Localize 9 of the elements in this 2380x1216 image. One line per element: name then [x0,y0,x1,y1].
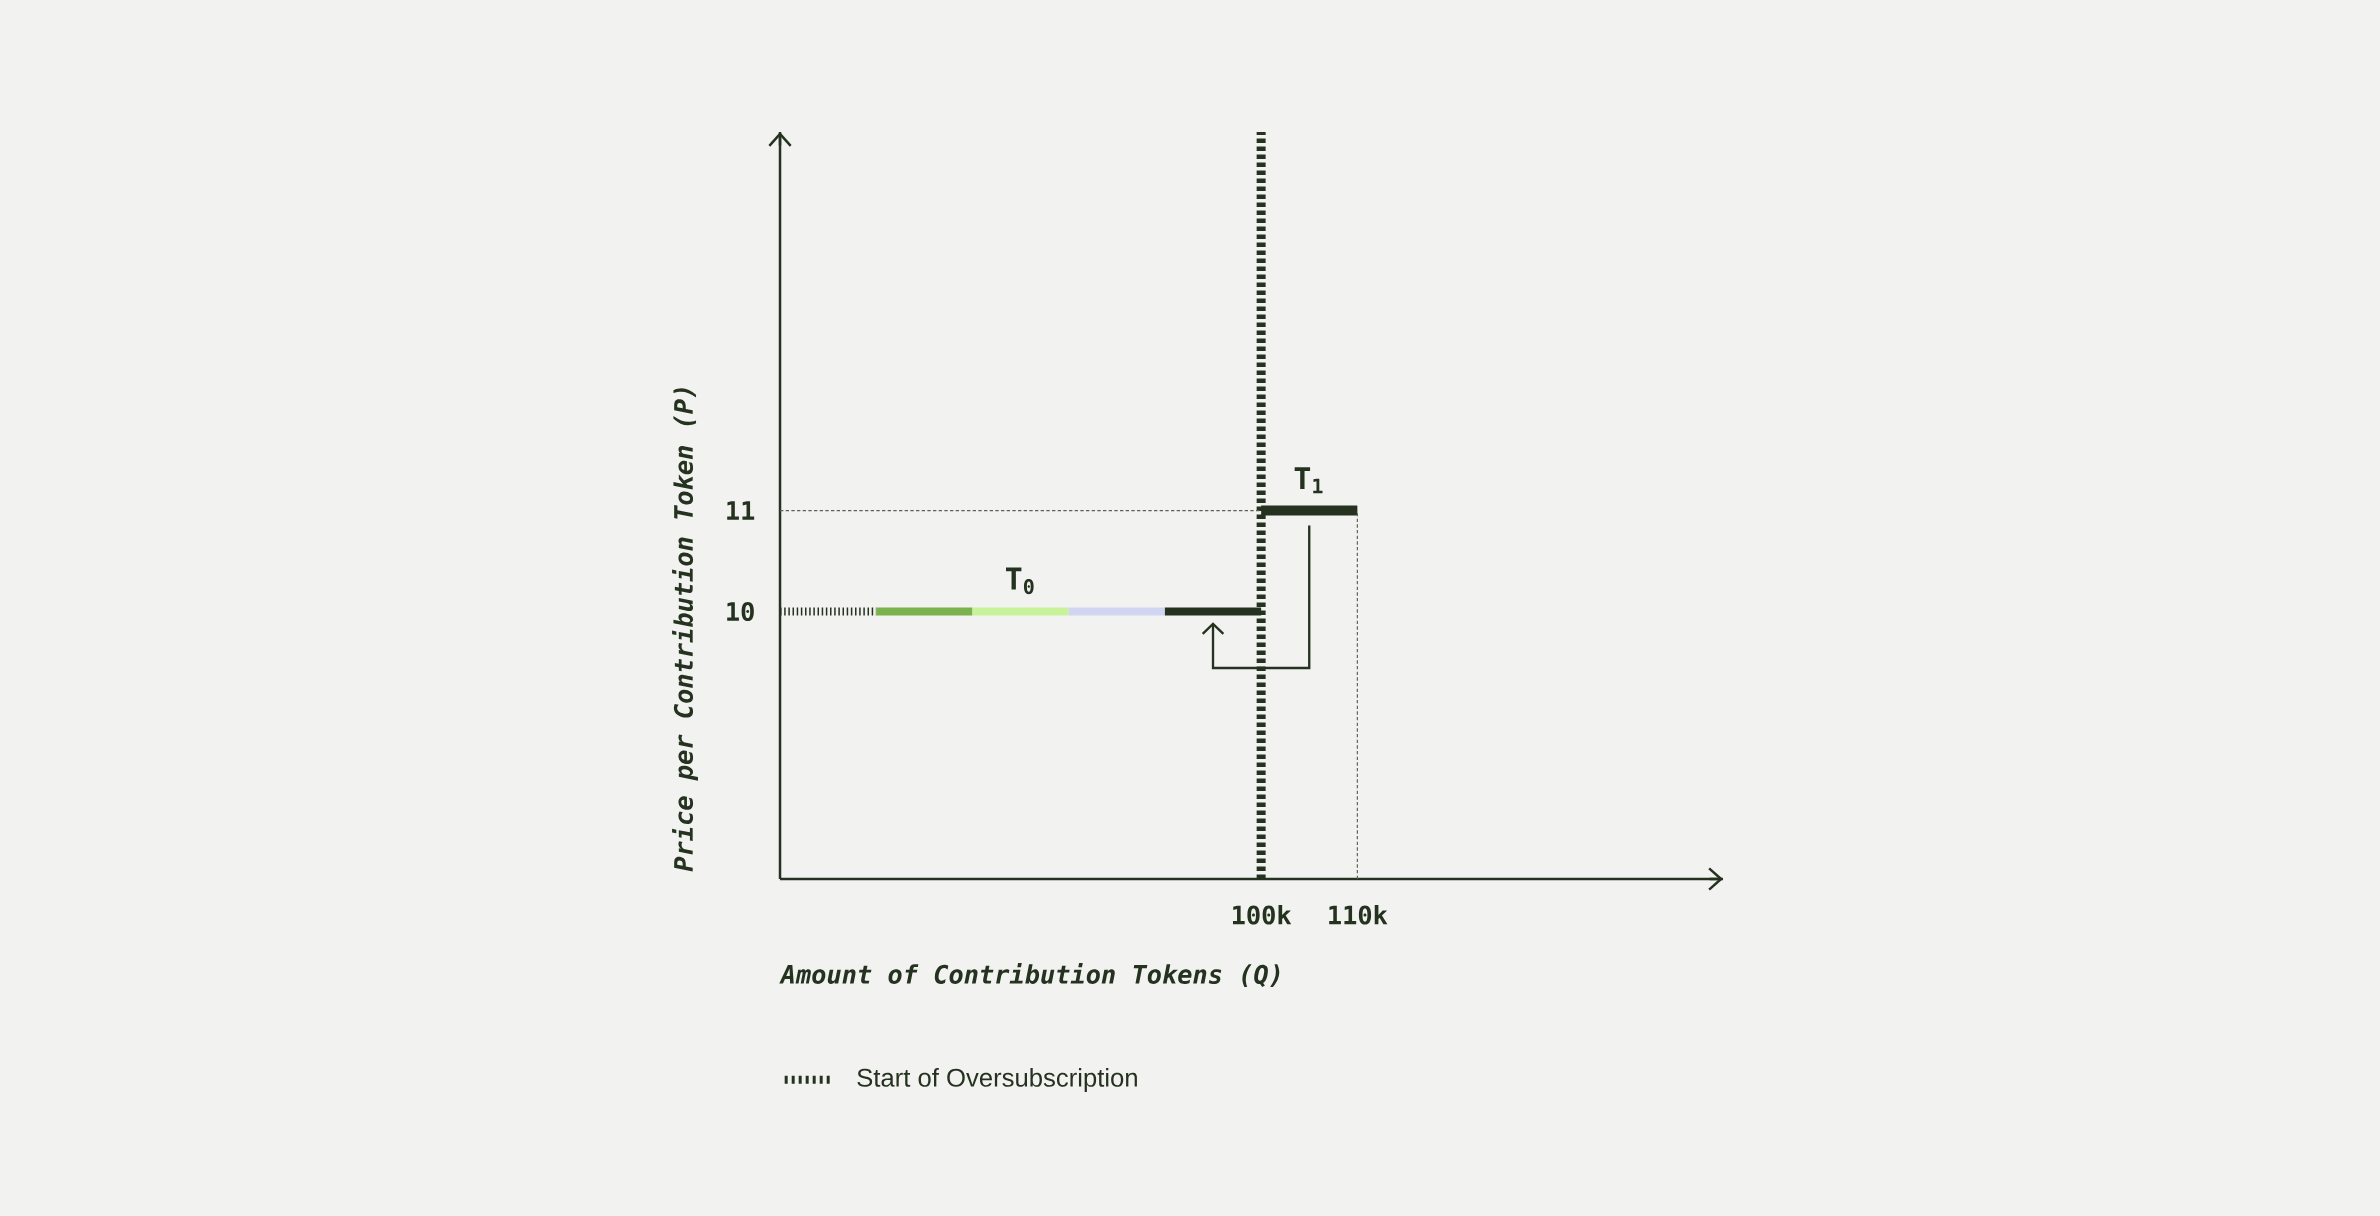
annotation: T$_{0}$ [1006,567,1034,595]
y-tick-label: 10 [727,601,754,622]
x-axis-title: Amount of Contribution Tokens (Q) [779,962,1280,988]
annotation: T$_{1}$ [1294,467,1323,494]
x-tick-label: 110k [1329,905,1388,925]
y-axis-title: Price per Contribution Token (P) [672,388,698,872]
legend-label: Start of Oversubscription [857,1067,1137,1092]
x-tick-label: 100k [1232,905,1292,925]
y-tick-label: 11 [727,501,755,520]
